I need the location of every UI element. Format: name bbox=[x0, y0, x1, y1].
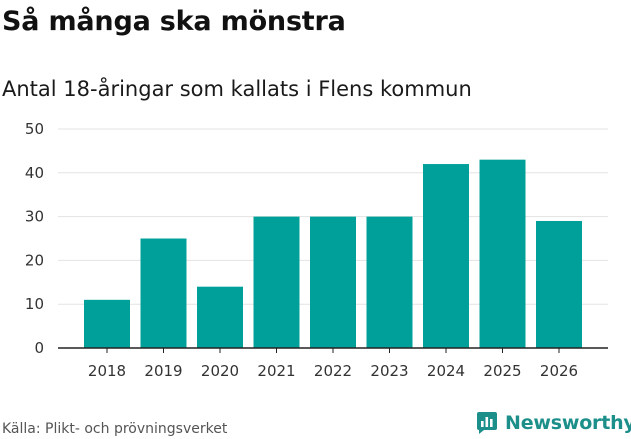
bar-2022 bbox=[310, 216, 356, 348]
x-tick-label: 2025 bbox=[483, 362, 521, 380]
bar-2026 bbox=[536, 220, 582, 348]
y-tick-label: 40 bbox=[25, 164, 44, 182]
y-axis-ticks: 0 10 20 30 40 50 bbox=[25, 120, 44, 357]
x-tick-label: 2026 bbox=[540, 362, 578, 380]
x-axis-ticks: 2018 2019 2020 2021 2022 2023 2024 2025 2026 bbox=[88, 348, 578, 380]
x-tick-label: 2021 bbox=[257, 362, 295, 380]
bar-chart: 0 10 20 30 40 50 2018 2019 2020 2021 2022 2023 2024… bbox=[25, 120, 608, 380]
bar-2021 bbox=[253, 216, 300, 348]
brand-name: Newsworthy bbox=[505, 412, 631, 434]
x-tick-label: 2018 bbox=[88, 362, 126, 380]
y-tick-label: 0 bbox=[34, 339, 44, 357]
bar-2025 bbox=[479, 159, 526, 348]
source-note: Källa: Plikt- och prövningsverket bbox=[2, 421, 228, 437]
bars bbox=[84, 159, 582, 348]
chart-subtitle: Antal 18-åringar som kallats i Flens kom… bbox=[2, 77, 472, 101]
y-tick-label: 10 bbox=[25, 295, 44, 313]
bar-2020 bbox=[197, 286, 243, 348]
x-tick-label: 2024 bbox=[427, 362, 465, 380]
bar-2023 bbox=[366, 216, 413, 348]
x-tick-label: 2020 bbox=[201, 362, 239, 380]
y-tick-label: 20 bbox=[25, 251, 44, 269]
bar-2019 bbox=[140, 238, 187, 348]
newsworthy-logo: Newsworthy bbox=[475, 409, 631, 437]
newsworthy-chart-icon bbox=[477, 412, 497, 434]
x-tick-label: 2019 bbox=[144, 362, 182, 380]
bar-2018 bbox=[84, 299, 130, 348]
y-tick-label: 50 bbox=[25, 120, 44, 138]
bar-2024 bbox=[423, 164, 469, 348]
chart-title: Så många ska mönstra bbox=[2, 6, 346, 37]
x-tick-label: 2023 bbox=[370, 362, 408, 380]
y-tick-label: 30 bbox=[25, 208, 44, 226]
x-tick-label: 2022 bbox=[314, 362, 352, 380]
